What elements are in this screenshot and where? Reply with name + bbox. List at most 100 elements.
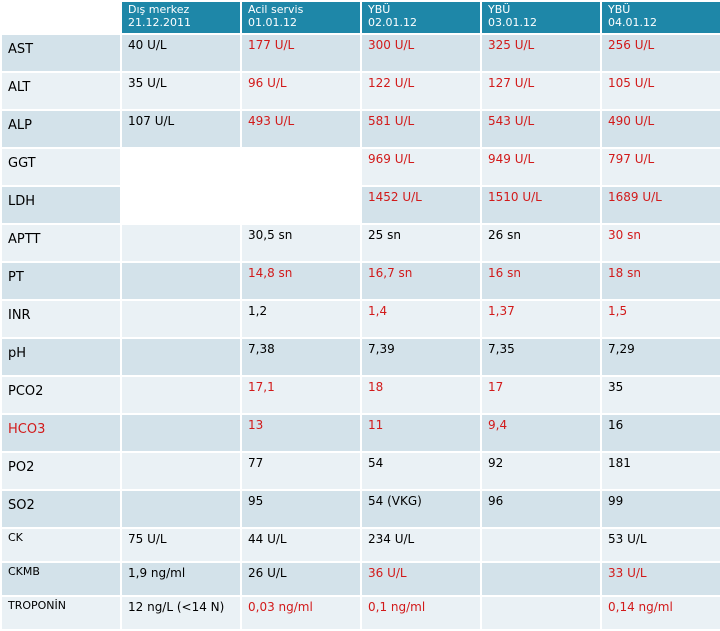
table-cell	[122, 149, 240, 185]
row-label: PCO2	[2, 377, 120, 413]
table-cell: 26 sn	[482, 225, 600, 261]
table-cell: 1,37	[482, 301, 600, 337]
table-cell: 17	[482, 377, 600, 413]
table-cell	[122, 301, 240, 337]
table-cell: 99	[602, 491, 720, 527]
table-cell	[122, 225, 240, 261]
table-cell: 107 U/L	[122, 111, 240, 147]
table-cell: 969 U/L	[362, 149, 480, 185]
header-row: Dış merkez 21.12.2011 Acil servis 01.01.12…	[2, 2, 720, 33]
table-cell: 490 U/L	[602, 111, 720, 147]
table-cell: 77	[242, 453, 360, 489]
table-cell: 122 U/L	[362, 73, 480, 109]
row-label: HCO3	[2, 415, 120, 451]
table-cell: 53 U/L	[602, 529, 720, 561]
table-row: APTT 30,5 sn 25 sn 26 sn 30 sn	[2, 225, 720, 261]
table-cell: 0,03 ng/ml	[242, 597, 360, 629]
table-cell	[482, 563, 600, 595]
table-cell	[122, 187, 240, 223]
table-cell	[122, 263, 240, 299]
row-label: PT	[2, 263, 120, 299]
row-label: APTT	[2, 225, 120, 261]
table-cell: 18 sn	[602, 263, 720, 299]
table-cell	[482, 597, 600, 629]
table-cell: 17,1	[242, 377, 360, 413]
table-cell: 0,1 ng/ml	[362, 597, 480, 629]
table-cell: 9,4	[482, 415, 600, 451]
table-row: ALP 107 U/L 493 U/L 581 U/L 543 U/L 490 U/L	[2, 111, 720, 147]
table-cell: 177 U/L	[242, 35, 360, 71]
table-cell	[122, 453, 240, 489]
table-cell: 26 U/L	[242, 563, 360, 595]
table-cell: 7,38	[242, 339, 360, 375]
table-cell: 14,8 sn	[242, 263, 360, 299]
table-cell: 105 U/L	[602, 73, 720, 109]
table-cell: 33 U/L	[602, 563, 720, 595]
table-cell: 1,5	[602, 301, 720, 337]
table-cell	[122, 339, 240, 375]
table-cell	[122, 377, 240, 413]
table-cell: 35 U/L	[122, 73, 240, 109]
row-label: LDH	[2, 187, 120, 223]
table-row: HCO3 13 11 9,4 16	[2, 415, 720, 451]
table-cell: 127 U/L	[482, 73, 600, 109]
table-cell: 75 U/L	[122, 529, 240, 561]
table-row: PT 14,8 sn 16,7 sn 16 sn 18 sn	[2, 263, 720, 299]
row-label: CK	[2, 529, 120, 561]
table-cell: 30 sn	[602, 225, 720, 261]
table-row: pH 7,38 7,39 7,35 7,29	[2, 339, 720, 375]
table-cell: 256 U/L	[602, 35, 720, 71]
table-cell: 36 U/L	[362, 563, 480, 595]
header-col-4: YBÜ 03.01.12	[482, 2, 600, 33]
table-cell	[242, 187, 360, 223]
header-col-2: Acil servis 01.01.12	[242, 2, 360, 33]
table-cell: 300 U/L	[362, 35, 480, 71]
table-cell: 581 U/L	[362, 111, 480, 147]
table-cell: 13	[242, 415, 360, 451]
header-corner	[2, 2, 120, 33]
table-cell: 16,7 sn	[362, 263, 480, 299]
table-row: CKMB 1,9 ng/ml 26 U/L 36 U/L 33 U/L	[2, 563, 720, 595]
row-label: INR	[2, 301, 120, 337]
table-cell: 949 U/L	[482, 149, 600, 185]
table-cell	[122, 491, 240, 527]
table-cell: 54	[362, 453, 480, 489]
header-col-1: Dış merkez 21.12.2011	[122, 2, 240, 33]
table-cell: 30,5 sn	[242, 225, 360, 261]
table-cell: 181	[602, 453, 720, 489]
table-cell: 25 sn	[362, 225, 480, 261]
table-cell: 797 U/L	[602, 149, 720, 185]
table-cell: 325 U/L	[482, 35, 600, 71]
row-label: ALT	[2, 73, 120, 109]
table-row: TROPONİN 12 ng/L (<14 N) 0,03 ng/ml 0,1 ng/…	[2, 597, 720, 629]
table-cell: 1510 U/L	[482, 187, 600, 223]
table-row: SO2 95 54 (VKG) 96 99	[2, 491, 720, 527]
table-cell: 7,35	[482, 339, 600, 375]
table-cell: 7,39	[362, 339, 480, 375]
table-row: LDH 1452 U/L 1510 U/L 1689 U/L	[2, 187, 720, 223]
row-label: AST	[2, 35, 120, 71]
table-cell	[122, 415, 240, 451]
header-col-3: YBÜ 02.01.12	[362, 2, 480, 33]
table-cell: 0,14 ng/ml	[602, 597, 720, 629]
table-cell: 18	[362, 377, 480, 413]
table-cell: 44 U/L	[242, 529, 360, 561]
table-cell: 493 U/L	[242, 111, 360, 147]
table-cell	[482, 529, 600, 561]
row-label: CKMB	[2, 563, 120, 595]
table-cell: 12 ng/L (<14 N)	[122, 597, 240, 629]
table-row: ALT 35 U/L 96 U/L 122 U/L 127 U/L 105 U/L	[2, 73, 720, 109]
row-label: SO2	[2, 491, 120, 527]
table-cell: 95	[242, 491, 360, 527]
table-cell: 35	[602, 377, 720, 413]
table-cell: 234 U/L	[362, 529, 480, 561]
row-label: PO2	[2, 453, 120, 489]
table-row: AST 40 U/L 177 U/L 300 U/L 325 U/L 256 U/L	[2, 35, 720, 71]
row-label: ALP	[2, 111, 120, 147]
table-cell: 40 U/L	[122, 35, 240, 71]
row-label: pH	[2, 339, 120, 375]
table-cell: 7,29	[602, 339, 720, 375]
table-row: PO2 77 54 92 181	[2, 453, 720, 489]
table-cell: 92	[482, 453, 600, 489]
